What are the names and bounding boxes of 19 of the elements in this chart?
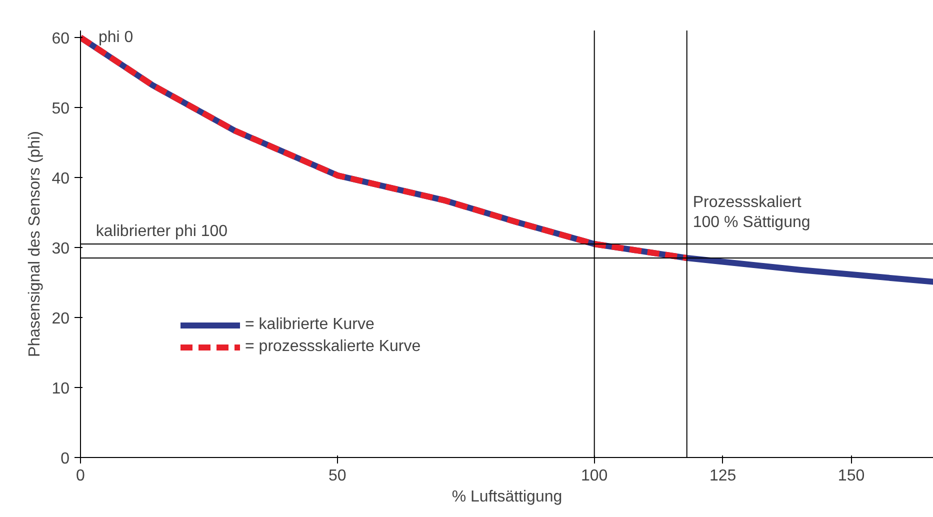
y-tick-label: 40 bbox=[52, 170, 70, 188]
ref-line-label: kalibrierter phi 100 bbox=[96, 223, 228, 240]
y-tick-label: 30 bbox=[52, 240, 70, 258]
x-tick-label: 50 bbox=[328, 468, 346, 484]
legend-label: = prozessskalierte Kurve bbox=[245, 338, 421, 356]
x-tick-label: 0 bbox=[76, 468, 86, 484]
annotation: phi 0 bbox=[98, 29, 134, 46]
x-axis-title: % Luftsättigung bbox=[452, 488, 562, 506]
y-tick-label: 0 bbox=[60, 450, 70, 468]
ref-line-label: Prozessskaliert 100 % Sättigung bbox=[692, 194, 810, 232]
x-tick-label: 125 bbox=[709, 468, 736, 484]
y-tick-label: 10 bbox=[52, 380, 70, 398]
y-tick-label: 50 bbox=[52, 100, 70, 118]
y-tick-label: 60 bbox=[52, 30, 70, 48]
x-tick-label: 150 bbox=[838, 468, 865, 484]
y-tick-label: 20 bbox=[52, 310, 70, 328]
legend-label: = kalibrierte Kurve bbox=[245, 316, 374, 334]
y-axis-title: Phasensignal des Sensors (phi) bbox=[26, 131, 44, 357]
x-tick-label: 100 bbox=[581, 468, 608, 484]
